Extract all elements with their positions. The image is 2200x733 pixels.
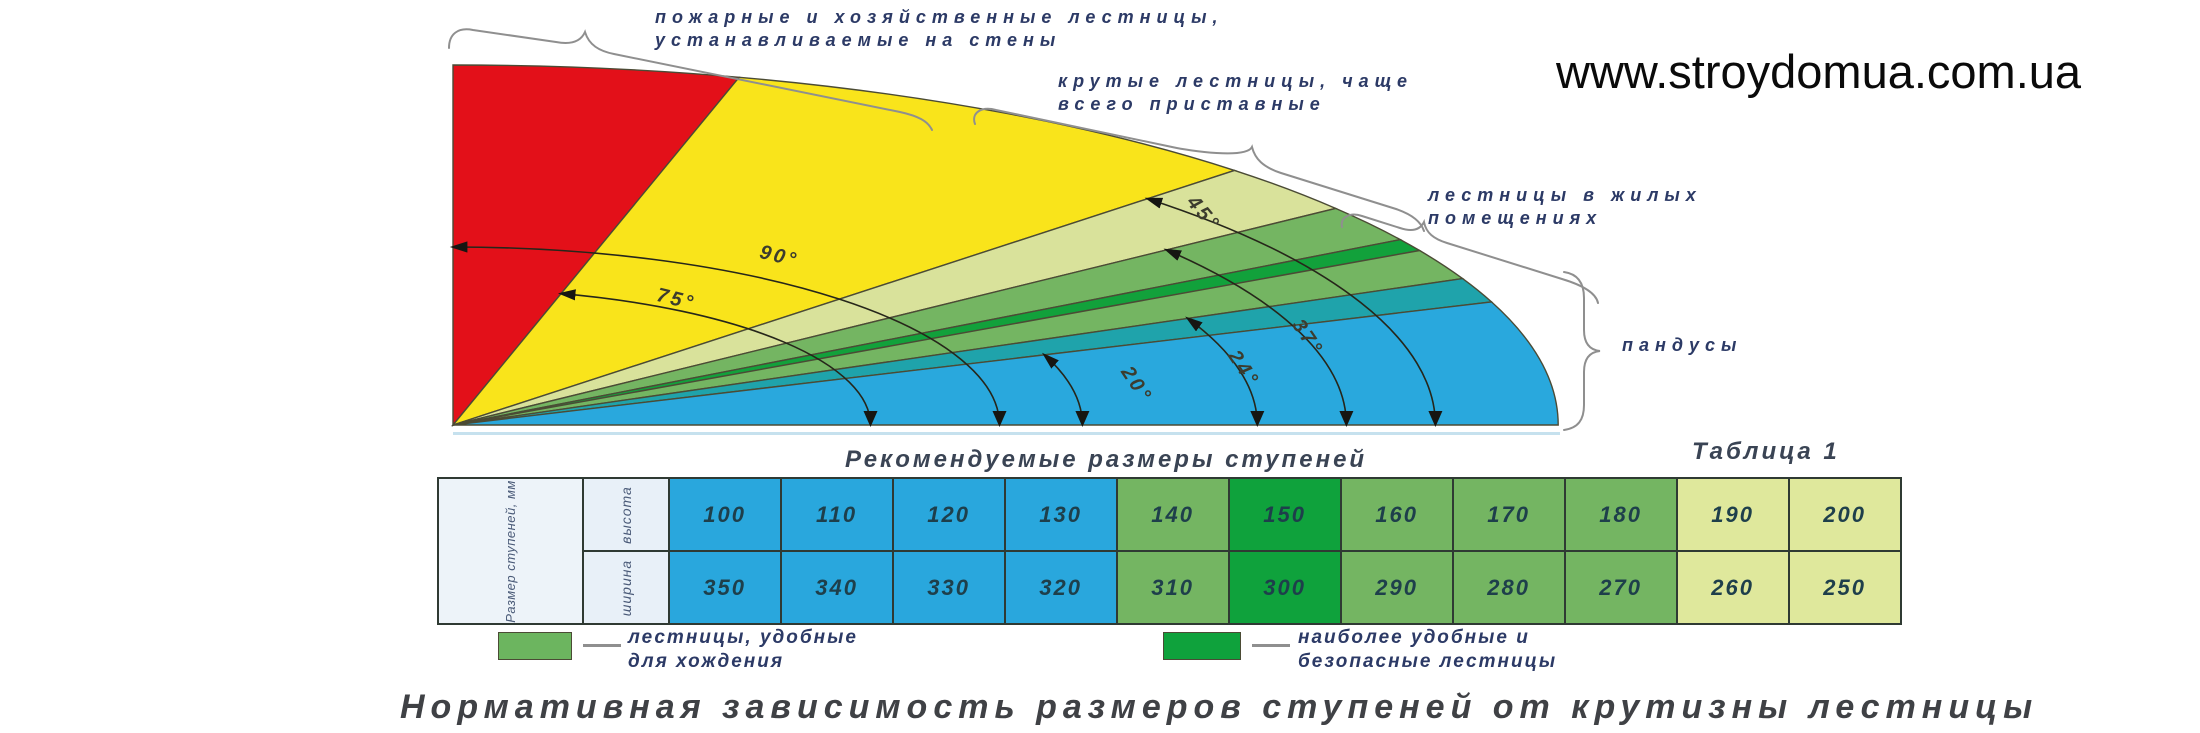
- angle-arc-45: [1144, 197, 1437, 426]
- step-width-cell: 310: [1115, 550, 1230, 625]
- row-header-text: Размер ступеней, мм: [502, 479, 518, 623]
- baseline-underline: [453, 432, 1560, 435]
- brace-steep-ladders: [973, 107, 1425, 232]
- step-height-cell: 110: [779, 477, 894, 552]
- brace-residential-stairs: [1340, 213, 1599, 304]
- angle-arc-37: [1163, 248, 1348, 426]
- step-size-table: Размер ступеней, мм высота 100 110 120 1…: [437, 477, 1902, 625]
- height-row-label-cell: высота: [581, 477, 670, 552]
- step-height-cell: 160: [1339, 477, 1454, 552]
- brace-ramps: [1563, 271, 1601, 431]
- zone-steep-ladders: [450, 76, 1237, 427]
- step-height-cell: 200: [1787, 477, 1902, 552]
- table-row-heights: Размер ступеней, мм высота 100 110 120 1…: [437, 477, 1902, 625]
- step-height-cell: 120: [891, 477, 1006, 552]
- legend-swatch-safest: [1163, 632, 1241, 660]
- height-row-label: высота: [617, 485, 634, 544]
- step-width-cell: 290: [1339, 550, 1454, 625]
- site-watermark: www.stroydomua.com.ua: [1556, 45, 2082, 98]
- row-header-cell: Размер ступеней, мм: [437, 477, 584, 625]
- baseline-arrowheads: [863, 411, 1443, 427]
- diagram-caption: Нормативная зависимость размеров ступене…: [400, 688, 2039, 726]
- step-height-cell: 130: [1003, 477, 1118, 552]
- annotation-fire-ladders: пожарные и хозяйственные лестницы, устан…: [655, 7, 1224, 50]
- step-width-cell: 260: [1675, 550, 1790, 625]
- step-width-cell: 320: [1003, 550, 1118, 625]
- step-width-cell: 330: [891, 550, 1006, 625]
- step-width-cell: 270: [1563, 550, 1678, 625]
- annotation-ramps: пандусы: [1622, 335, 1743, 355]
- fan-sectors: [450, 64, 1559, 427]
- legend-dash: [1252, 644, 1290, 647]
- step-width-cell: 340: [779, 550, 894, 625]
- legend-text-safest: наиболее удобные и безопасные лестницы: [1298, 627, 1558, 672]
- step-height-cell: 180: [1563, 477, 1678, 552]
- step-width-cell: 350: [667, 550, 782, 625]
- legend-text-comfortable: лестницы, удобные для хождения: [628, 627, 858, 672]
- step-height-cell: 150: [1227, 477, 1342, 552]
- step-height-cell: 140: [1115, 477, 1230, 552]
- table-title: Рекомендуемые размеры ступеней: [845, 446, 1368, 473]
- zone-ramps: [452, 301, 1559, 426]
- annotation-residential-stairs: лестницы в жилых помещениях: [1428, 185, 1702, 228]
- angle-arc-75: [557, 289, 872, 426]
- angle-arc-90: [449, 241, 1001, 426]
- table-row-widths: ширина 350 340 330 320 310 300 290 280 2…: [438, 550, 1902, 625]
- step-height-cell: 100: [667, 477, 782, 552]
- step-height-cell: 170: [1451, 477, 1566, 552]
- step-height-cell: 190: [1675, 477, 1790, 552]
- width-row-label-cell: ширина: [581, 550, 670, 625]
- legend-swatch-comfortable: [498, 632, 572, 660]
- table-number-label: Таблица 1: [1692, 438, 1840, 465]
- legend-dash: [583, 644, 621, 647]
- width-row-label: ширина: [617, 559, 634, 616]
- braces: [448, 28, 1601, 431]
- step-width-cell: 300: [1227, 550, 1342, 625]
- brace-fire-ladders: [448, 28, 933, 131]
- annotation-steep-ladders: крутые лестницы, чаще всего приставные: [1058, 71, 1414, 114]
- step-width-cell: 280: [1451, 550, 1566, 625]
- step-width-cell: 250: [1787, 550, 1902, 625]
